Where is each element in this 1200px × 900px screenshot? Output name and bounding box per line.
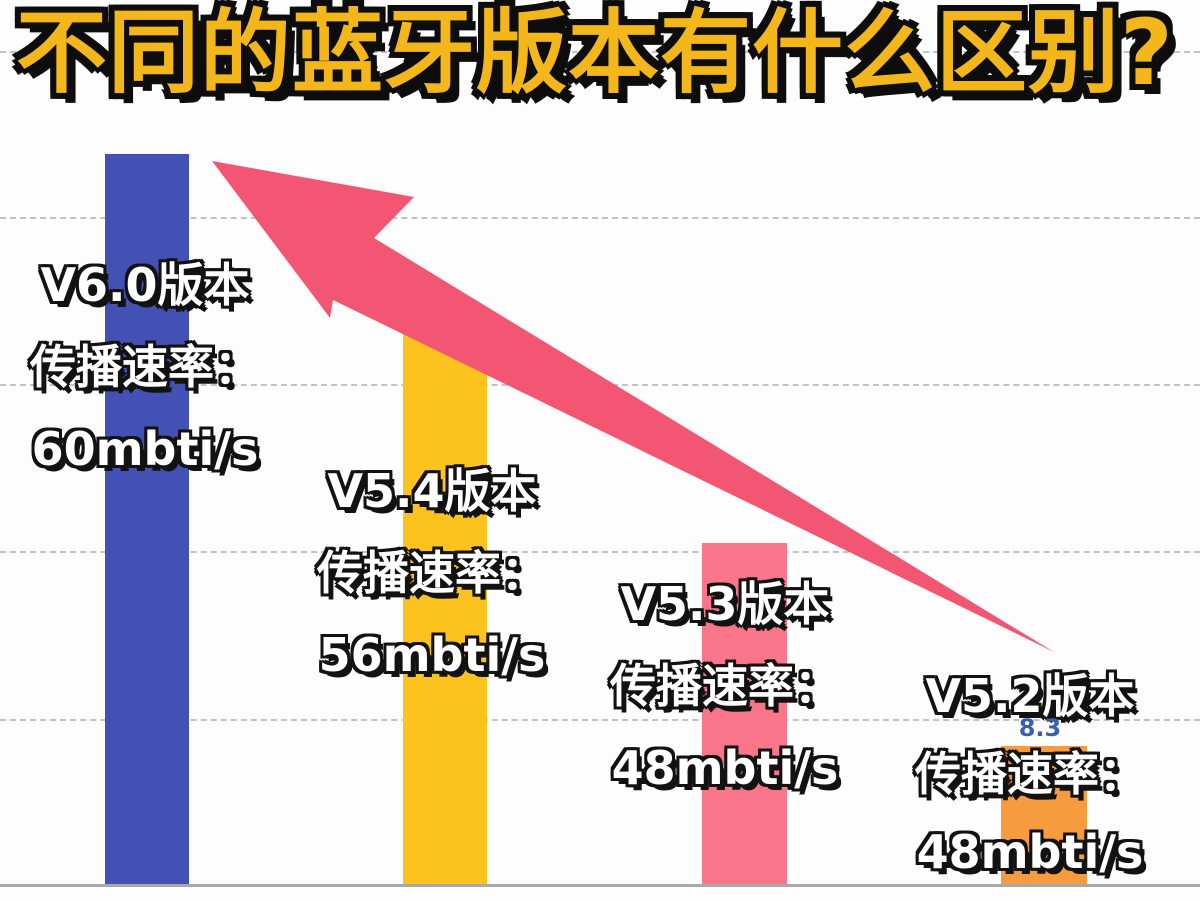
rate-value: 56mbti/s bbox=[318, 628, 546, 682]
label-block-v5-4: V5.4版本 传播速率： 56mbti/s bbox=[262, 450, 602, 696]
bar-v6-0 bbox=[105, 154, 189, 886]
bar-v5-2 bbox=[1001, 746, 1087, 886]
x-axis-line bbox=[0, 884, 1200, 887]
page-title: 不同的蓝牙版本有什么区别? bbox=[16, 1, 1174, 106]
version-label: V5.2版本 bbox=[925, 669, 1135, 723]
rate-label: 传播速率： bbox=[30, 340, 260, 394]
version-label: V5.3版本 bbox=[620, 577, 830, 631]
rate-label: 传播速率： bbox=[610, 659, 840, 713]
label-block-v5-3: V5.3版本 传播速率： 48mbti/s bbox=[555, 563, 895, 809]
rate-value: 48mbti/s bbox=[916, 825, 1144, 879]
label-block-v5-2: V5.2版本 传播速率： 48mbti/s bbox=[860, 657, 1200, 891]
rate-label: 传播速率： bbox=[317, 546, 547, 600]
version-label: V5.4版本 bbox=[327, 464, 537, 518]
gridline bbox=[0, 719, 1200, 721]
gridline bbox=[0, 51, 1200, 53]
version-label: V6.0版本 bbox=[40, 258, 250, 312]
rate-label: 传播速率： bbox=[915, 747, 1145, 801]
rate-value: 48mbti/s bbox=[611, 741, 839, 795]
bar-value-annotation: 8.3 bbox=[1018, 714, 1062, 742]
